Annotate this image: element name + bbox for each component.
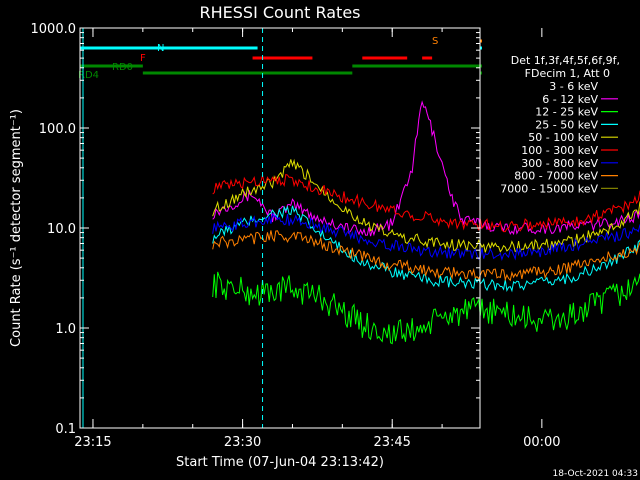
state-bar-n xyxy=(80,46,258,50)
series-line-50-100-kev xyxy=(212,158,640,253)
attenuator-bars-layer: FN S RD0 RD4 xyxy=(78,36,482,81)
state-bar-n xyxy=(480,46,482,50)
legend-entry-label: 3 - 6 keV xyxy=(549,80,598,93)
legend-entry-label: 12 - 25 keV xyxy=(535,106,598,119)
legend-header-line-1: Det 1f,3f,4f,5f,6f,9f, xyxy=(511,54,620,67)
state-bar-label-rd4: RD4 xyxy=(78,70,99,81)
y-tick-label: 10.0 xyxy=(47,222,76,237)
state-bar-label-n: N xyxy=(157,43,164,54)
state-bar-rd0 xyxy=(352,64,480,68)
series-line-300-800-kev xyxy=(212,212,640,262)
series-line-25-50-kev xyxy=(212,205,640,293)
y-tick-label: 1.0 xyxy=(55,322,76,337)
state-bar-f xyxy=(252,56,313,60)
state-bar-rd0 xyxy=(480,64,482,68)
legend-entry-label: 7000 - 15000 keV xyxy=(500,182,598,195)
footer-timestamp: 18-Oct-2021 04:33 xyxy=(553,469,638,479)
state-bar-rd4 xyxy=(480,71,482,75)
chart-title: RHESSI Count Rates xyxy=(200,3,361,22)
state-bar-s xyxy=(480,39,482,43)
series-line-100-300-kev xyxy=(212,173,640,233)
x-tick-label: 23:45 xyxy=(373,435,410,450)
state-bar-rd4 xyxy=(142,71,353,75)
legend-header-line-2: FDecim 1, Att 0 xyxy=(525,67,610,80)
series-line-12-25-kev xyxy=(212,271,640,345)
y-tick-label: 100.0 xyxy=(39,122,76,137)
legend-entry-label: 800 - 7000 keV xyxy=(514,170,598,183)
legend-entry-label: 25 - 50 keV xyxy=(535,118,598,131)
legend: Det 1f,3f,4f,5f,6f,9f, FDecim 1, Att 0 3… xyxy=(500,54,620,195)
x-axis-label: Start Time (07-Jun-04 23:13:42) xyxy=(176,455,384,470)
y-axis: 0.1 1.0 10.0 100.0 1000.0 xyxy=(31,22,480,437)
legend-entry-label: 50 - 100 keV xyxy=(528,131,598,144)
y-tick-label: 1000.0 xyxy=(31,22,77,37)
legend-entry-label: 100 - 300 keV xyxy=(521,144,598,157)
y-tick-label: 0.1 xyxy=(55,422,76,437)
series-layer xyxy=(212,100,640,345)
state-bar-label-f: F xyxy=(140,53,146,64)
x-tick-label: 23:15 xyxy=(74,435,111,450)
x-tick-label: 00:00 xyxy=(523,435,560,450)
state-bar-f xyxy=(422,56,433,60)
state-bar-label-s: S xyxy=(432,36,438,47)
series-line-800-7000-kev xyxy=(212,230,640,282)
state-bar-f xyxy=(362,56,408,60)
legend-entry-label: 300 - 800 keV xyxy=(521,157,598,170)
plot-area: FN S RD0 RD4 xyxy=(78,27,640,429)
state-bar-label-rd0: RD0 xyxy=(112,62,133,73)
y-axis-label: Count Rate (s⁻¹ detector segment⁻¹) xyxy=(9,109,24,347)
state-bar-rd0 xyxy=(80,64,143,68)
x-tick-label: 23:30 xyxy=(224,435,261,450)
legend-entry-label: 6 - 12 keV xyxy=(542,93,598,106)
